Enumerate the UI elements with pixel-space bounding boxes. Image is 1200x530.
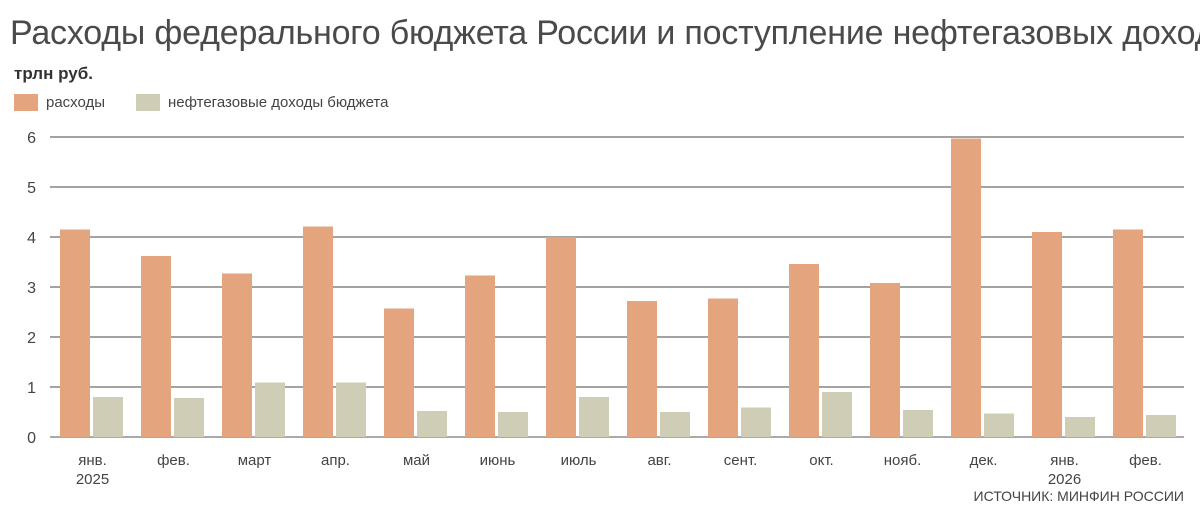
bar-expenses <box>1113 229 1143 437</box>
x-tick-label: нояб. <box>884 452 922 469</box>
bar-oil-gas-revenue <box>984 413 1014 437</box>
x-year-label: 2025 <box>76 471 109 488</box>
source-note: ИСТОЧНИК: МИНФИН РОССИИ <box>973 488 1184 504</box>
y-tick-label: 4 <box>27 230 36 247</box>
x-tick-label: янв. <box>1050 452 1079 469</box>
bar-expenses <box>870 283 900 437</box>
y-tick-label: 0 <box>27 430 36 447</box>
y-tick-label: 3 <box>27 280 36 297</box>
x-tick-label: дек. <box>970 452 998 469</box>
bar-expenses <box>546 237 576 437</box>
bar-expenses <box>465 275 495 437</box>
bar-expenses <box>222 273 252 437</box>
x-tick-label: апр. <box>321 452 350 469</box>
y-tick-label: 6 <box>27 130 36 147</box>
bar-expenses <box>384 308 414 437</box>
bar-oil-gas-revenue <box>660 412 690 437</box>
x-tick-label: март <box>238 452 272 469</box>
chart-title: Расходы федерального бюджета России и по… <box>10 14 1200 52</box>
bar-expenses <box>1032 232 1062 437</box>
x-tick-label: фев. <box>157 452 190 469</box>
x-tick-label: янв. <box>78 452 107 469</box>
unit-label: трлн руб. <box>14 64 93 83</box>
bar-oil-gas-revenue <box>498 412 528 437</box>
y-tick-label: 2 <box>27 330 36 347</box>
bar-oil-gas-revenue <box>1146 415 1176 437</box>
x-tick-label: фев. <box>1129 452 1162 469</box>
x-tick-label: окт. <box>809 452 833 469</box>
legend-label-oil-gas: нефтегазовые доходы бюджета <box>168 94 389 111</box>
bar-oil-gas-revenue <box>255 382 285 437</box>
bar-expenses <box>141 256 171 437</box>
bar-expenses <box>627 301 657 437</box>
x-tick-label: июль <box>561 452 597 469</box>
bar-expenses <box>708 298 738 437</box>
y-tick-label: 1 <box>27 380 36 397</box>
bar-oil-gas-revenue <box>903 410 933 437</box>
bar-oil-gas-revenue <box>579 397 609 437</box>
legend-swatch-expenses <box>14 94 38 111</box>
bar-expenses <box>789 264 819 437</box>
bar-oil-gas-revenue <box>417 411 447 437</box>
x-tick-label: май <box>403 452 430 469</box>
y-tick-label: 5 <box>27 180 36 197</box>
x-tick-label: авг. <box>647 452 671 469</box>
bar-oil-gas-revenue <box>822 392 852 437</box>
bar-oil-gas-revenue <box>741 407 771 437</box>
bar-expenses <box>303 226 333 437</box>
bar-oil-gas-revenue <box>174 398 204 437</box>
x-tick-label: июнь <box>480 452 516 469</box>
bar-expenses <box>951 138 981 437</box>
legend-swatch-oil-gas <box>136 94 160 111</box>
bar-oil-gas-revenue <box>93 397 123 437</box>
x-year-label: 2026 <box>1048 471 1081 488</box>
bar-expenses <box>60 229 90 437</box>
x-tick-label: сент. <box>724 452 758 469</box>
legend-label-expenses: расходы <box>46 94 106 111</box>
bar-oil-gas-revenue <box>1065 417 1095 437</box>
bar-oil-gas-revenue <box>336 382 366 437</box>
